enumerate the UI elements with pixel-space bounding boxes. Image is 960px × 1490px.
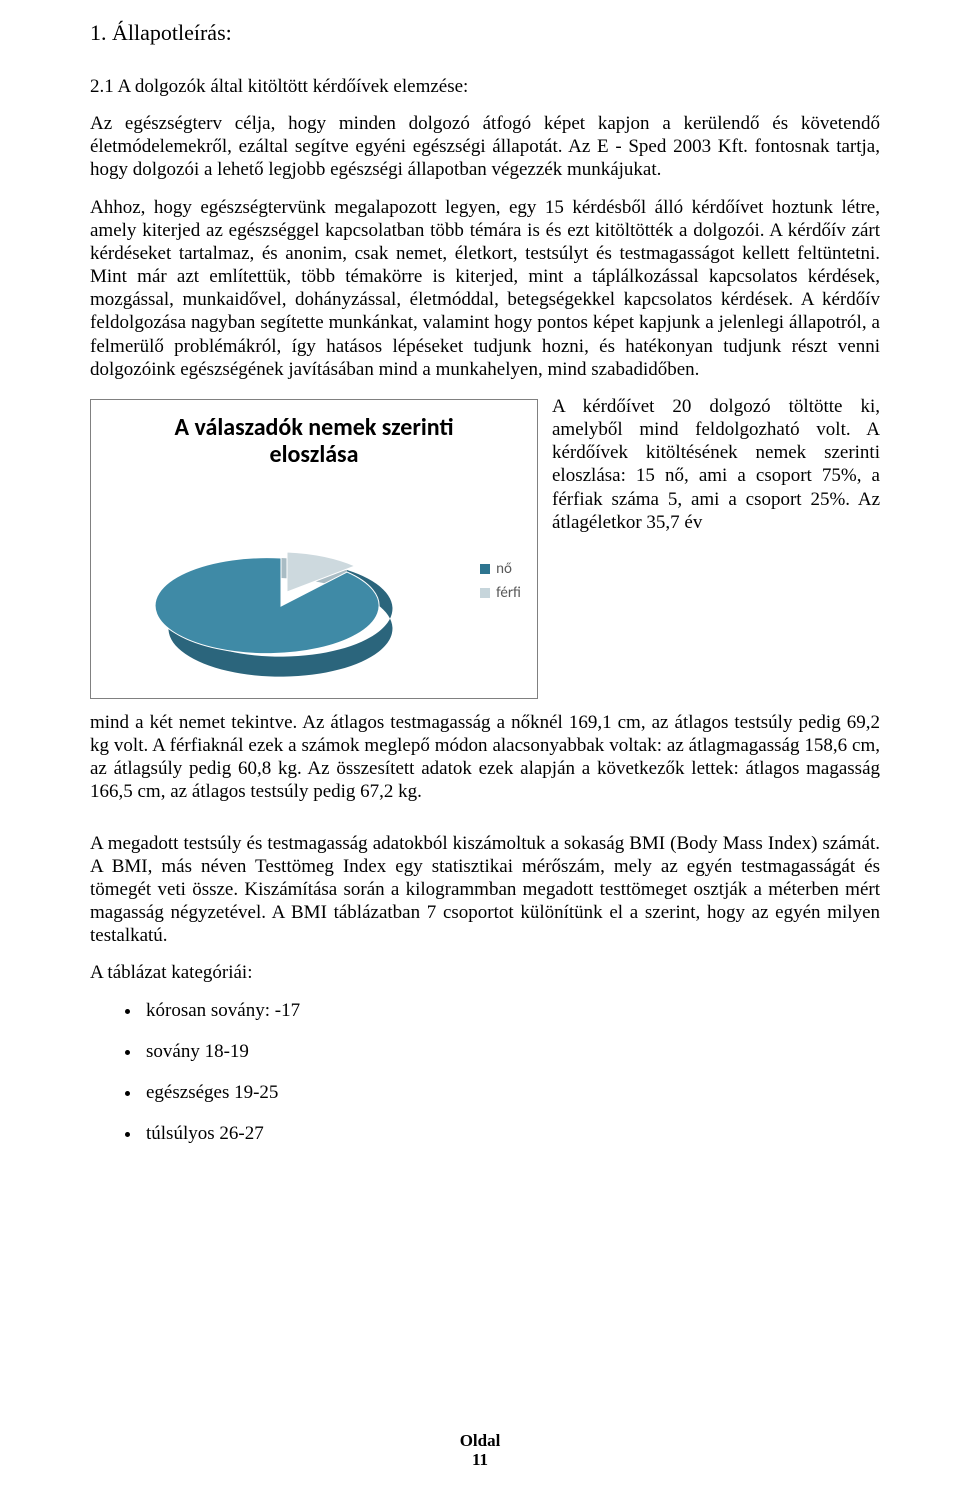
- legend-item-ferfi: férfi: [480, 584, 521, 602]
- legend-swatch-no: [480, 564, 490, 574]
- list-heading: A táblázat kategóriái:: [90, 961, 880, 984]
- paragraph-after-chart: mind a két nemet tekintve. Az átlagos te…: [90, 711, 880, 804]
- section-heading-2: 2.1 A dolgozók által kitöltött kérdőívek…: [90, 75, 880, 98]
- chart-text-wrap: A válaszadók nemek szerinti eloszlása: [90, 395, 880, 701]
- footer-page-number: 11: [472, 1450, 488, 1469]
- chart-legend: nő férfi: [480, 560, 521, 609]
- list-item: túlsúlyos 26-27: [142, 1122, 880, 1145]
- gender-pie-chart: A válaszadók nemek szerinti eloszlása: [90, 399, 538, 699]
- list-item: kórosan sovány: -17: [142, 999, 880, 1022]
- legend-swatch-ferfi: [480, 588, 490, 598]
- section-heading-1: 1. Állapotleírás:: [90, 20, 880, 47]
- chart-title: A válaszadók nemek szerinti eloszlása: [91, 414, 537, 469]
- category-list: kórosan sovány: -17 sovány 18-19 egészsé…: [90, 999, 880, 1146]
- legend-label-no: nő: [496, 560, 512, 578]
- legend-label-ferfi: férfi: [496, 584, 521, 602]
- legend-item-no: nő: [480, 560, 521, 578]
- chart-title-line-1: A válaszadók nemek szerinti: [175, 413, 454, 442]
- paragraph-intro-2: Ahhoz, hogy egészségtervünk megalapozott…: [90, 196, 880, 381]
- pie-graphic: [151, 530, 411, 690]
- footer-label: Oldal: [460, 1431, 501, 1450]
- document-page: 1. Állapotleírás: 2.1 A dolgozók által k…: [0, 0, 960, 1490]
- paragraph-intro-1: Az egészségterv célja, hogy minden dolgo…: [90, 112, 880, 182]
- list-item: egészséges 19-25: [142, 1081, 880, 1104]
- page-footer: Oldal 11: [0, 1431, 960, 1470]
- chart-title-line-2: eloszlása: [270, 440, 359, 469]
- list-item: sovány 18-19: [142, 1040, 880, 1063]
- paragraph-bmi: A megadott testsúly és testmagasság adat…: [90, 832, 880, 948]
